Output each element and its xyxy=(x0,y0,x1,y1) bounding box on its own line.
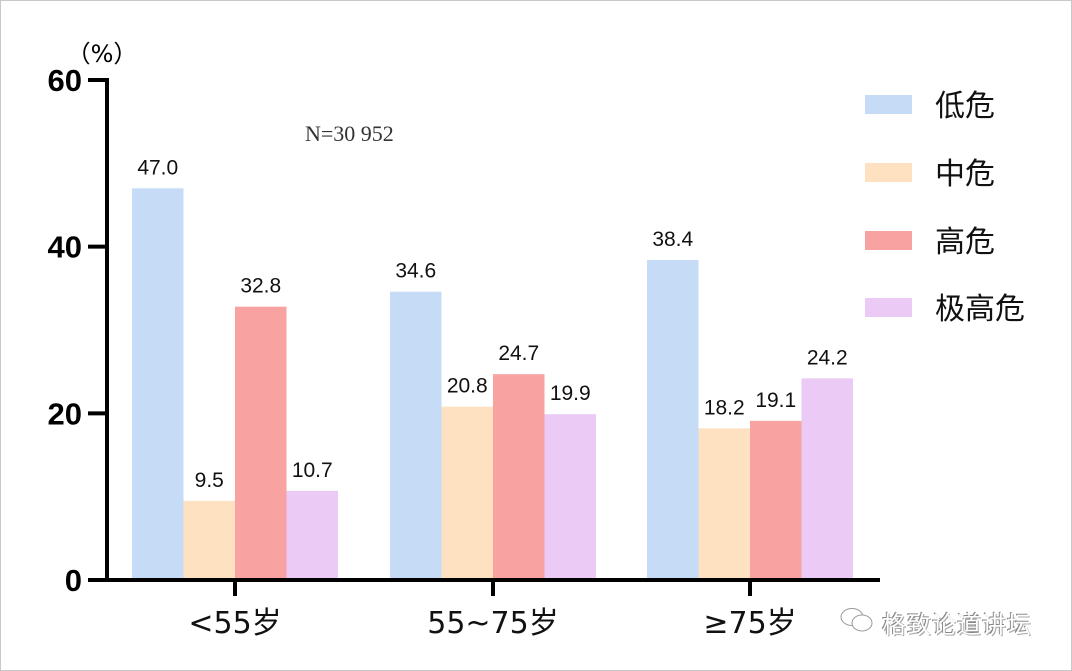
data-label: 47.0 xyxy=(137,156,178,179)
bar-3-0 xyxy=(286,490,338,580)
legend-label: 高危 xyxy=(935,225,995,260)
data-label: 20.8 xyxy=(447,375,488,398)
bar-2-0 xyxy=(235,306,287,580)
y-tick-label: 0 xyxy=(65,563,82,598)
data-label: 32.8 xyxy=(240,275,281,298)
bar-1-1 xyxy=(441,406,493,580)
legend-swatch-2 xyxy=(865,231,912,250)
legend-label: 中危 xyxy=(935,157,995,192)
data-label: 9.5 xyxy=(195,469,224,492)
data-label: 18.2 xyxy=(704,396,745,419)
bar-2-1 xyxy=(493,374,545,580)
data-label: 24.2 xyxy=(807,346,848,369)
data-label: 34.6 xyxy=(395,260,436,283)
bar-0-2 xyxy=(647,260,699,580)
y-tick-label: 40 xyxy=(48,230,82,265)
sample-size-annotation: N=30 952 xyxy=(305,121,394,146)
bar-1-0 xyxy=(183,500,235,580)
x-tick-label: 55~75岁 xyxy=(427,606,558,641)
x-tick-label: ≥75岁 xyxy=(703,606,796,641)
bar-0-0 xyxy=(132,188,184,581)
data-label: 24.7 xyxy=(498,342,539,365)
legend-label: 低危 xyxy=(935,89,995,124)
watermark-text: 格致论道讲坛 xyxy=(882,611,1032,639)
legend-label: 极高危 xyxy=(935,292,1025,327)
bar-0-1 xyxy=(390,291,442,580)
bar-2-2 xyxy=(750,420,802,580)
legend-swatch-1 xyxy=(865,163,912,182)
data-label: 19.9 xyxy=(550,382,591,405)
data-label: 19.1 xyxy=(755,389,796,412)
x-tick-label: <55岁 xyxy=(188,606,281,641)
bar-1-2 xyxy=(698,428,750,580)
bar-3-1 xyxy=(544,414,596,580)
data-label: 10.7 xyxy=(292,459,333,482)
y-tick-label: 20 xyxy=(48,396,82,431)
watermark: 格致论道讲坛 xyxy=(840,605,1032,640)
y-tick-label: 60 xyxy=(48,63,82,98)
data-label: 38.4 xyxy=(652,228,693,251)
legend-swatch-3 xyxy=(865,298,912,317)
wechat-icon xyxy=(840,607,874,639)
bar-3-2 xyxy=(801,378,853,580)
legend-swatch-0 xyxy=(865,95,912,114)
y-axis-unit: （%） xyxy=(67,40,138,68)
